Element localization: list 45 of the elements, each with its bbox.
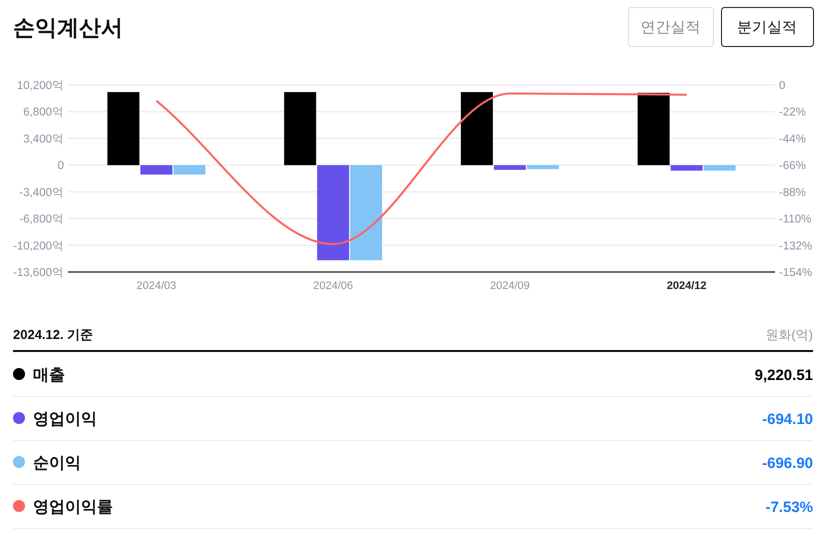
y-tick-label: 3,400억: [23, 133, 64, 146]
text: 연간실적: [640, 19, 700, 36]
y-tick-label: 10,200억: [16, 80, 64, 92]
text: -7.53%: [765, 499, 813, 516]
legend-label: 순이익: [33, 455, 81, 472]
y2-tick-label: -132%: [779, 240, 812, 252]
text: 9,220.51: [754, 367, 813, 384]
text: 원화(억): [765, 327, 813, 342]
text: 2024.12. 기준: [13, 327, 94, 342]
bar: [670, 165, 703, 171]
bar: [140, 165, 172, 175]
x-tick-label: 2024/03: [136, 280, 176, 292]
bar: [638, 92, 670, 166]
legend-label: 영업이익률: [33, 499, 113, 516]
bar: [526, 165, 559, 170]
bar: [317, 165, 350, 260]
y2-tick-label: 0: [779, 80, 786, 92]
chart-title: 손익계산서: [13, 15, 123, 40]
bar: [107, 92, 140, 166]
y2-tick-label: -22%: [779, 106, 806, 119]
y-tick-label: 0: [58, 160, 64, 172]
y-tick-label: 6,800억: [23, 106, 64, 119]
bar: [460, 92, 493, 166]
bar: [284, 92, 316, 166]
y2-tick-label: -44%: [779, 133, 806, 146]
legend-label: 영업이익: [33, 411, 97, 428]
bar: [494, 165, 526, 170]
y2-tick-label: -110%: [779, 214, 812, 226]
y-tick-label: -13,600억: [12, 267, 64, 279]
text: 분기실적: [737, 19, 797, 36]
text: -696.90: [762, 455, 813, 472]
y2-tick-label: -66%: [779, 160, 806, 172]
text: -694.10: [762, 411, 813, 428]
bar: [350, 165, 382, 260]
bar: [173, 165, 206, 175]
y-tick-label: -10,200억: [12, 240, 64, 252]
y2-tick-label: -154%: [779, 267, 812, 279]
x-tick-label: 2024/06: [313, 280, 354, 292]
y2-tick-label: -88%: [779, 186, 806, 199]
x-tick-label: 2024/09: [490, 280, 530, 292]
bar: [704, 165, 736, 171]
legend-label: 매출: [33, 367, 65, 384]
y-tick-label: -6,800억: [19, 214, 64, 226]
y-tick-label: -3,400억: [19, 186, 64, 199]
x-tick-label: 2024/12: [666, 280, 707, 292]
